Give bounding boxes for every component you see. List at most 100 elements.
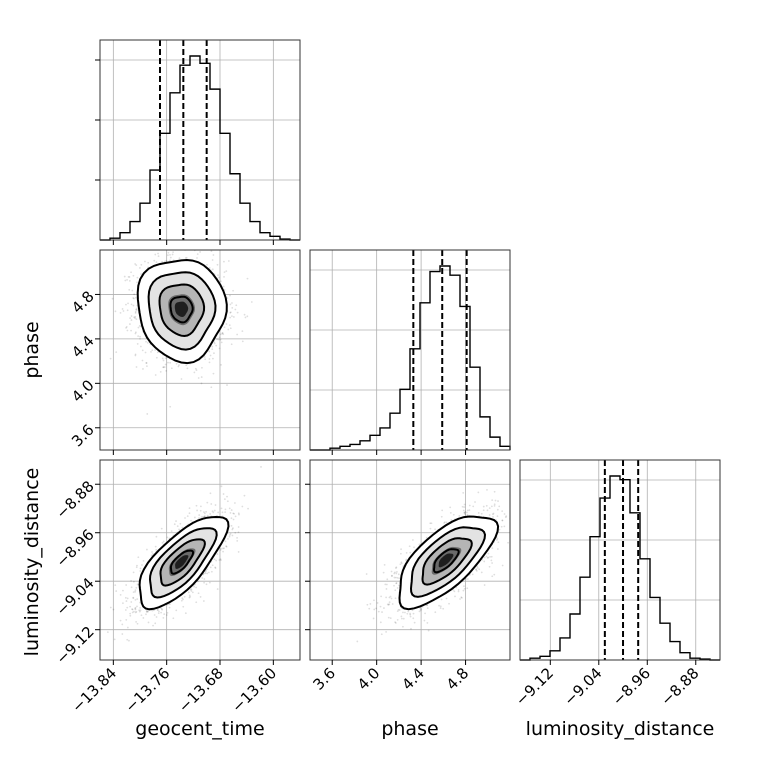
y-tick-label: −8.96 — [52, 526, 97, 571]
histogram-panel-phase — [309, 249, 511, 455]
scatter-point — [145, 613, 147, 616]
scatter-point — [156, 608, 159, 611]
scatter-point — [466, 578, 469, 580]
scatter-point — [169, 259, 171, 262]
scatter-point — [208, 358, 211, 360]
contour-line — [136, 258, 228, 365]
scatter-point — [196, 253, 199, 255]
scatter-point — [230, 524, 233, 527]
scatter-point — [407, 610, 410, 613]
scatter-point — [125, 600, 128, 602]
scatter-point — [129, 614, 132, 617]
scatter-point — [222, 493, 225, 495]
scatter-point — [126, 597, 129, 600]
scatter-point — [126, 278, 128, 281]
scatter-point — [130, 315, 133, 317]
histogram-step-line — [100, 55, 300, 241]
scatter-point — [379, 621, 382, 624]
scatter-point — [231, 306, 234, 309]
scatter-point — [222, 333, 225, 336]
scatter-point — [215, 559, 218, 562]
scatter-point — [155, 548, 158, 551]
scatter-point — [491, 575, 494, 578]
scatter-point — [112, 608, 115, 611]
contour-line — [138, 515, 230, 611]
scatter-point — [226, 495, 228, 498]
scatter-point — [206, 514, 209, 517]
scatter-point — [157, 612, 160, 614]
scatter-point — [134, 590, 137, 593]
scatter-point — [219, 333, 222, 336]
scatter-point — [135, 620, 138, 623]
scatter-point — [201, 577, 204, 579]
scatter-point — [492, 516, 494, 518]
scatter-point — [145, 362, 148, 364]
scatter-point — [398, 609, 401, 611]
scatter-point — [220, 280, 222, 283]
gridlines — [100, 460, 300, 660]
scatter-point — [236, 536, 238, 539]
scatter-point — [204, 358, 207, 361]
scatter-point — [486, 556, 489, 559]
scatter-point — [194, 367, 197, 370]
scatter-point — [472, 505, 475, 508]
scatter-point — [382, 571, 385, 574]
scatter-point — [157, 255, 160, 258]
scatter-point — [232, 518, 235, 521]
scatter-point — [122, 310, 125, 312]
scatter-point — [146, 548, 148, 551]
scatter-point — [155, 535, 158, 538]
scatter-point — [155, 243, 157, 245]
scatter-point — [196, 509, 198, 512]
scatter-point — [139, 567, 142, 570]
scatter-point — [167, 251, 170, 254]
scatter-point — [211, 564, 214, 567]
scatter-point — [463, 511, 466, 514]
scatter-point — [193, 585, 195, 588]
contour-line — [147, 271, 217, 351]
scatter-point — [186, 367, 189, 370]
scatter-point — [217, 511, 220, 514]
scatter-point — [488, 565, 491, 568]
scatter-point — [411, 609, 414, 612]
scatter-point — [163, 260, 166, 263]
scatter-point — [496, 515, 499, 518]
scatter-point — [395, 582, 398, 585]
x-tick-label: −13.68 — [175, 664, 227, 716]
scatter-point — [165, 614, 168, 616]
scatter-point — [223, 288, 226, 291]
scatter-point — [126, 309, 129, 312]
scatter-point — [463, 506, 466, 508]
scatter-point — [217, 223, 219, 225]
scatter-point — [125, 326, 127, 329]
scatter-point — [496, 539, 498, 541]
scatter-point — [412, 617, 415, 620]
scatter-point — [165, 259, 168, 262]
axes-frame — [99, 39, 301, 241]
scatter-point — [178, 528, 180, 531]
scatter-point — [141, 349, 144, 352]
scatter-point — [396, 610, 399, 613]
scatter-point — [232, 316, 235, 318]
scatter-point — [130, 271, 132, 274]
scatter-point — [126, 606, 129, 609]
scatter-point — [134, 317, 136, 319]
scatter-point — [199, 505, 202, 508]
scatter-point — [166, 611, 169, 614]
scatter-point — [213, 558, 216, 561]
scatter-point — [214, 246, 216, 248]
scatter-point — [247, 507, 249, 510]
scatter-point — [208, 361, 211, 364]
scatter-point — [126, 329, 129, 332]
scatter-point — [429, 522, 432, 525]
scatter-point — [128, 279, 131, 282]
scatter-point — [485, 555, 488, 558]
scatter-point — [486, 488, 488, 491]
scatter-point — [195, 586, 198, 589]
y-tick-label: −8.88 — [52, 477, 97, 522]
scatter-point — [387, 616, 390, 619]
scatter-point — [211, 259, 214, 261]
scatter-point — [442, 607, 445, 610]
scatter-point — [113, 638, 116, 641]
scatter-point — [225, 270, 228, 273]
